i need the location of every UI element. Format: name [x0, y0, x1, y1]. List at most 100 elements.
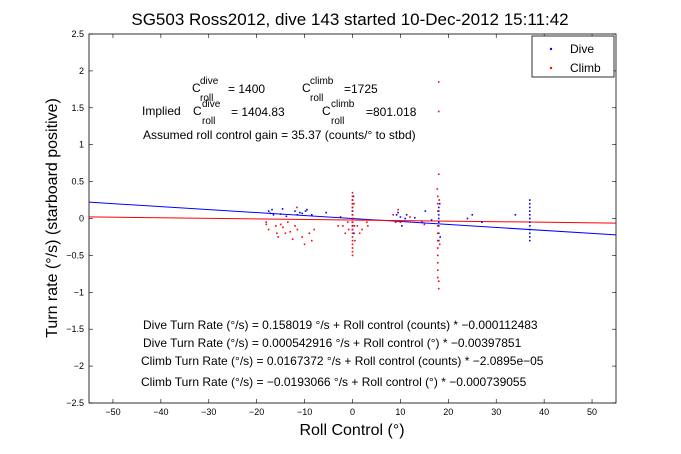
x-tick-label: 10 — [395, 407, 405, 417]
climb-point — [423, 223, 426, 226]
y-tick-label: −1 — [74, 287, 84, 297]
regression-climb-counts: Climb Turn Rate (°/s) = 0.0167372 °/s + … — [141, 354, 544, 368]
implied-climb-sub: roll — [331, 116, 344, 127]
climb-point — [436, 247, 439, 249]
dive-point — [404, 217, 406, 220]
c-roll-dive-sup: dive — [200, 76, 219, 87]
climb-point — [436, 188, 439, 190]
x-tick-label: 40 — [539, 407, 549, 417]
legend-dive-label: Dive — [570, 42, 594, 56]
climb-point — [351, 206, 354, 209]
climb-point — [308, 232, 311, 235]
climb-point — [313, 228, 315, 231]
y-axis-ticks: −2.5 −2 −1.5 −1 −0.5 0 0.5 1 1.5 2 2.5 — [66, 29, 616, 408]
implied-climb-sup: climb — [331, 99, 355, 110]
dive-point — [437, 210, 440, 212]
implied-dive-annotation: C dive roll = 1404.83 — [193, 99, 285, 127]
climb-point — [354, 239, 356, 242]
dive-point — [528, 239, 531, 242]
dive-point — [352, 195, 355, 198]
dive-point — [437, 239, 440, 242]
climb-point — [342, 225, 344, 227]
dive-point — [296, 214, 299, 216]
c-roll-dive-symbol: C — [192, 81, 201, 95]
climb-point — [409, 216, 411, 218]
c-roll-dive-sub: roll — [200, 93, 213, 104]
climb-point — [397, 208, 399, 211]
dive-point — [424, 210, 427, 212]
climb-point — [277, 236, 280, 238]
x-tick-label: 30 — [491, 407, 501, 417]
climb-point — [437, 280, 440, 283]
climb-point — [351, 199, 354, 201]
dive-point — [353, 232, 355, 235]
climb-point — [351, 210, 354, 212]
implied-dive-symbol: C — [193, 104, 202, 118]
y-tick-label: 2 — [79, 66, 84, 76]
climb-point — [351, 217, 354, 220]
dive-point — [325, 211, 327, 214]
dive-point — [421, 221, 423, 223]
climb-point — [296, 228, 299, 231]
x-axis-label: Roll Control (°) — [299, 422, 404, 439]
regression-climb-degrees: Climb Turn Rate (°/s) = −0.0193066 °/s +… — [141, 375, 527, 389]
implied-dive-value: = 1404.83 — [231, 105, 285, 119]
climb-point — [303, 243, 306, 246]
implied-climb-annotation: C climb roll =801.018 — [322, 99, 417, 127]
x-tick-label: −40 — [153, 407, 168, 417]
implied-climb-symbol: C — [322, 104, 331, 118]
climb-point — [399, 221, 402, 223]
climb-point — [367, 225, 369, 227]
y-tick-label: 1.5 — [71, 103, 84, 113]
dive-point — [301, 212, 303, 215]
dive-point — [437, 232, 440, 235]
dive-point — [528, 206, 531, 209]
climb-point — [351, 228, 354, 231]
dive-point — [528, 217, 531, 220]
dive-point — [437, 206, 440, 209]
climb-point — [437, 173, 440, 176]
climb-point — [356, 225, 359, 227]
climb-point — [351, 239, 354, 242]
fit-line-climb — [88, 216, 617, 224]
climb-point — [265, 223, 268, 226]
dive-point — [397, 211, 399, 214]
x-tick-label: 20 — [443, 407, 453, 417]
dive-point — [528, 210, 531, 212]
y-axis-label: Turn rate (°/s) (starboard positive) — [44, 98, 61, 338]
climb-point — [366, 221, 368, 223]
climb-point — [351, 214, 354, 216]
implied-label: Implied — [142, 104, 181, 118]
c-roll-dive-annotation: C dive roll = 1400 — [192, 76, 265, 104]
dive-point — [437, 217, 440, 220]
climb-point — [284, 232, 287, 235]
climb-point — [351, 232, 354, 235]
climb-point — [337, 225, 339, 227]
scatter-points — [265, 81, 531, 290]
climb-point — [351, 221, 354, 223]
dive-point — [528, 214, 531, 216]
legend: Dive Climb — [531, 35, 615, 78]
climb-point — [438, 199, 441, 201]
climb-point — [301, 236, 303, 238]
chart-title: SG503 Ross2012, dive 143 started 10-Dec-… — [131, 10, 568, 29]
climb-point — [436, 269, 439, 271]
dive-point — [437, 225, 440, 227]
dive-point — [299, 211, 301, 214]
dive-point — [310, 214, 313, 216]
dive-point — [285, 215, 288, 218]
dive-point — [528, 225, 531, 227]
climb-point — [351, 250, 354, 253]
dive-point — [438, 202, 441, 205]
climb-point — [351, 236, 354, 238]
dive-point — [339, 216, 342, 218]
climb-point — [265, 221, 268, 223]
implied-dive-sub: roll — [202, 116, 215, 127]
climb-point — [358, 232, 361, 235]
climb-point — [436, 210, 439, 212]
legend-box — [531, 35, 615, 78]
dive-point — [399, 216, 402, 218]
climb-point — [291, 238, 294, 240]
dive-point — [267, 210, 270, 212]
